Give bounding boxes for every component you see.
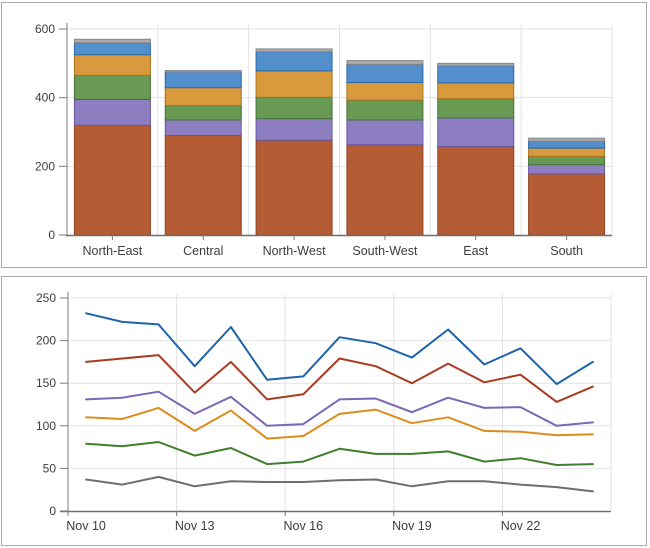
y-tick-label: 250 bbox=[36, 291, 56, 305]
line-chart-panel: 0 50 100 150 200 250 Nov 10 Nov 13 Nov 16 Nov 19 N… bbox=[1, 276, 647, 546]
bar-segment-series-2-purple[interactable] bbox=[437, 117, 515, 147]
bar-segment-series-2-purple[interactable] bbox=[164, 119, 242, 136]
bar-segment-series-3-green[interactable] bbox=[73, 74, 151, 100]
bar-segment-series-2-purple[interactable] bbox=[346, 119, 424, 146]
bar-segment-series-1-sienna[interactable] bbox=[73, 124, 151, 236]
line-series-3-purple[interactable] bbox=[85, 390, 594, 427]
y-tick-label: 0 bbox=[48, 228, 55, 242]
y-tick-label: 200 bbox=[36, 334, 56, 348]
bar-segment-series-4-orange[interactable] bbox=[528, 147, 606, 157]
y-tick-label: 600 bbox=[35, 22, 55, 36]
bar-segment-series-6-gray[interactable] bbox=[255, 48, 333, 53]
bar-segment-series-1-sienna[interactable] bbox=[164, 134, 242, 236]
bar-segment-series-5-blue[interactable] bbox=[528, 140, 606, 149]
bar-segment-series-1-sienna[interactable] bbox=[346, 144, 424, 236]
bar-segment-series-3-green[interactable] bbox=[164, 105, 242, 121]
bar-segment-series-2-purple[interactable] bbox=[255, 118, 333, 141]
bar-segment-series-4-orange[interactable] bbox=[164, 87, 242, 107]
bar-segment-series-4-orange[interactable] bbox=[437, 82, 515, 100]
x-category-label: South-West bbox=[352, 244, 418, 258]
bar-segment-series-3-green[interactable] bbox=[437, 98, 515, 119]
y-tick-label: 400 bbox=[35, 91, 55, 105]
bar-segment-series-5-blue[interactable] bbox=[164, 71, 242, 89]
bar-segment-series-3-green[interactable] bbox=[346, 99, 424, 121]
x-date-label: Nov 10 bbox=[66, 519, 106, 533]
line-series-1-blue[interactable] bbox=[85, 312, 594, 386]
bar-segment-series-4-orange[interactable] bbox=[73, 54, 151, 76]
bar-segment-series-2-purple[interactable] bbox=[73, 98, 151, 126]
bar-segment-series-3-green[interactable] bbox=[255, 96, 333, 120]
y-tick-label: 100 bbox=[36, 419, 56, 433]
x-date-label: Nov 19 bbox=[392, 519, 432, 533]
line-chart: 0 50 100 150 200 250 Nov 10 Nov 13 Nov 16 Nov 19 N… bbox=[36, 291, 612, 533]
y-tick-label: 50 bbox=[43, 461, 57, 475]
line-series-5-green[interactable] bbox=[85, 441, 594, 466]
bar-segment-series-4-orange[interactable] bbox=[255, 70, 333, 98]
x-date-label: Nov 16 bbox=[283, 519, 323, 533]
x-category-label: East bbox=[463, 244, 489, 258]
y-tick-label: 150 bbox=[36, 376, 56, 390]
bar-segment-series-1-sienna[interactable] bbox=[255, 139, 333, 236]
x-category-label: North-East bbox=[83, 244, 143, 258]
bar-segment-series-6-gray[interactable] bbox=[437, 62, 515, 67]
y-tick-label: 200 bbox=[35, 159, 55, 173]
bar-segment-series-6-gray[interactable] bbox=[528, 137, 606, 142]
x-date-label: Nov 13 bbox=[175, 519, 215, 533]
x-date-label: Nov 22 bbox=[501, 519, 541, 533]
bar-segment-series-5-blue[interactable] bbox=[437, 65, 515, 84]
bar-segment-series-5-blue[interactable] bbox=[346, 63, 424, 84]
bar-segment-series-3-green[interactable] bbox=[528, 155, 606, 166]
bar-segment-series-4-orange[interactable] bbox=[346, 82, 424, 101]
stacked-bar-chart-panel: 0 200 400 600 North-East Central North-West Sou… bbox=[1, 2, 647, 268]
bar-segment-series-5-blue[interactable] bbox=[73, 42, 151, 56]
x-category-label: North-West bbox=[263, 244, 327, 258]
line-series-2-red[interactable] bbox=[85, 354, 594, 403]
bar-segment-series-6-gray[interactable] bbox=[164, 70, 242, 73]
bar-segment-series-6-gray[interactable] bbox=[346, 60, 424, 65]
bar-segment-series-1-sienna[interactable] bbox=[528, 173, 606, 236]
bar-segment-series-1-sienna[interactable] bbox=[437, 145, 515, 236]
line-series-4-orange[interactable] bbox=[85, 406, 594, 440]
line-series-6-gray[interactable] bbox=[85, 475, 594, 493]
y-tick-label: 0 bbox=[49, 504, 56, 518]
bar-segment-series-5-blue[interactable] bbox=[255, 51, 333, 72]
stacked-bar-chart: 0 200 400 600 North-East Central North-West Sou… bbox=[35, 22, 613, 258]
bar-segment-series-6-gray[interactable] bbox=[73, 38, 151, 44]
x-category-label: South bbox=[550, 244, 583, 258]
bar-segment-series-2-purple[interactable] bbox=[528, 164, 606, 175]
x-category-label: Central bbox=[183, 244, 223, 258]
